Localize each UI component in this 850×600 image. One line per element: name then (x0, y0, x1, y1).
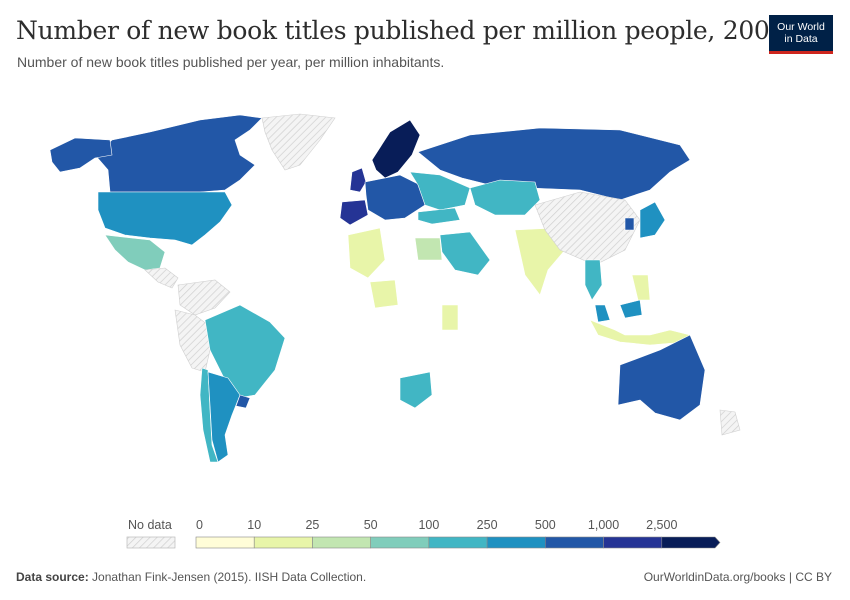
logo-line-1: Our World (777, 21, 825, 33)
region-spain[interactable] (339, 199, 369, 226)
region-kenya[interactable] (441, 304, 459, 331)
region-russia[interactable] (417, 127, 691, 201)
legend-bin-0[interactable] (195, 536, 255, 549)
data-source: Data source: Jonathan Fink-Jensen (2015)… (16, 570, 366, 584)
map-legend: No data 0 10 25 50 100 250 500 1,000 2,500 (126, 518, 721, 549)
region-mexico[interactable] (104, 234, 166, 271)
region-canada[interactable] (94, 114, 263, 193)
legend-tick-label: 500 (535, 518, 556, 532)
world-map (49, 113, 741, 463)
region-south-korea[interactable] (624, 217, 635, 231)
region-uruguay[interactable] (235, 394, 251, 409)
region-central-europe[interactable] (364, 174, 426, 221)
region-japan[interactable] (639, 201, 666, 239)
chart-subtitle: Number of new book titles published per … (17, 54, 445, 70)
region-scandinavia[interactable] (371, 119, 421, 179)
footer-link[interactable]: OurWorldinData.org/books | CC BY (643, 570, 832, 584)
legend-bin-4[interactable] (428, 536, 488, 549)
legend-bin-3[interactable] (370, 536, 430, 549)
legend-tick-label: 50 (364, 518, 378, 532)
legend-bin-1[interactable] (253, 536, 313, 549)
region-peru-bolivia[interactable] (174, 309, 211, 373)
legend-bin-6[interactable] (545, 536, 604, 549)
region-thailand[interactable] (584, 259, 603, 301)
region-united-kingdom[interactable] (349, 167, 367, 193)
legend-no-data-swatch (126, 536, 176, 549)
data-source-label: Data source: (16, 570, 89, 584)
region-malaysia[interactable] (594, 299, 643, 323)
data-source-text: Jonathan Fink-Jensen (2015). IISH Data C… (92, 570, 367, 584)
legend-bin-7[interactable] (603, 536, 663, 549)
legend-tick-label: 25 (305, 518, 319, 532)
region-algeria[interactable] (347, 227, 386, 279)
region-colombia-venezuela[interactable] (177, 279, 231, 316)
legend-no-data-label: No data (128, 518, 172, 532)
legend-tick-label: 250 (477, 518, 498, 532)
region-alaska[interactable] (49, 137, 113, 173)
logo-line-2: in Data (784, 33, 818, 45)
legend-bin-8[interactable] (661, 536, 721, 549)
legend-tick-label: 1,000 (588, 518, 619, 532)
region-united-states[interactable] (97, 191, 233, 246)
region-nigeria[interactable] (369, 279, 399, 309)
region-greenland[interactable] (261, 113, 336, 171)
region-brazil[interactable] (204, 304, 286, 399)
region-egypt[interactable] (414, 237, 443, 261)
legend-tick-label: 2,500 (646, 518, 677, 532)
chart-title: Number of new book titles published per … (16, 16, 786, 45)
region-philippines[interactable] (631, 274, 651, 301)
region-argentina[interactable] (207, 371, 241, 463)
legend-bin-2[interactable] (312, 536, 371, 549)
legend-tick-label: 0 (196, 518, 203, 532)
region-eastern-europe[interactable] (409, 171, 471, 211)
legend-tick-label: 100 (418, 518, 439, 532)
region-indonesia[interactable] (589, 319, 691, 346)
region-south-africa[interactable] (399, 371, 433, 409)
legend-tick-label: 10 (247, 518, 261, 532)
legend-bin-5[interactable] (486, 536, 546, 549)
region-saudi-arabia[interactable] (439, 231, 491, 276)
region-china[interactable] (534, 191, 641, 266)
region-australia[interactable] (617, 334, 706, 421)
region-central-america[interactable] (144, 267, 179, 289)
owid-logo[interactable]: Our World in Data (769, 15, 833, 54)
region-turkey[interactable] (417, 207, 461, 225)
region-new-zealand[interactable] (719, 409, 741, 436)
region-kazakhstan[interactable] (469, 179, 541, 216)
